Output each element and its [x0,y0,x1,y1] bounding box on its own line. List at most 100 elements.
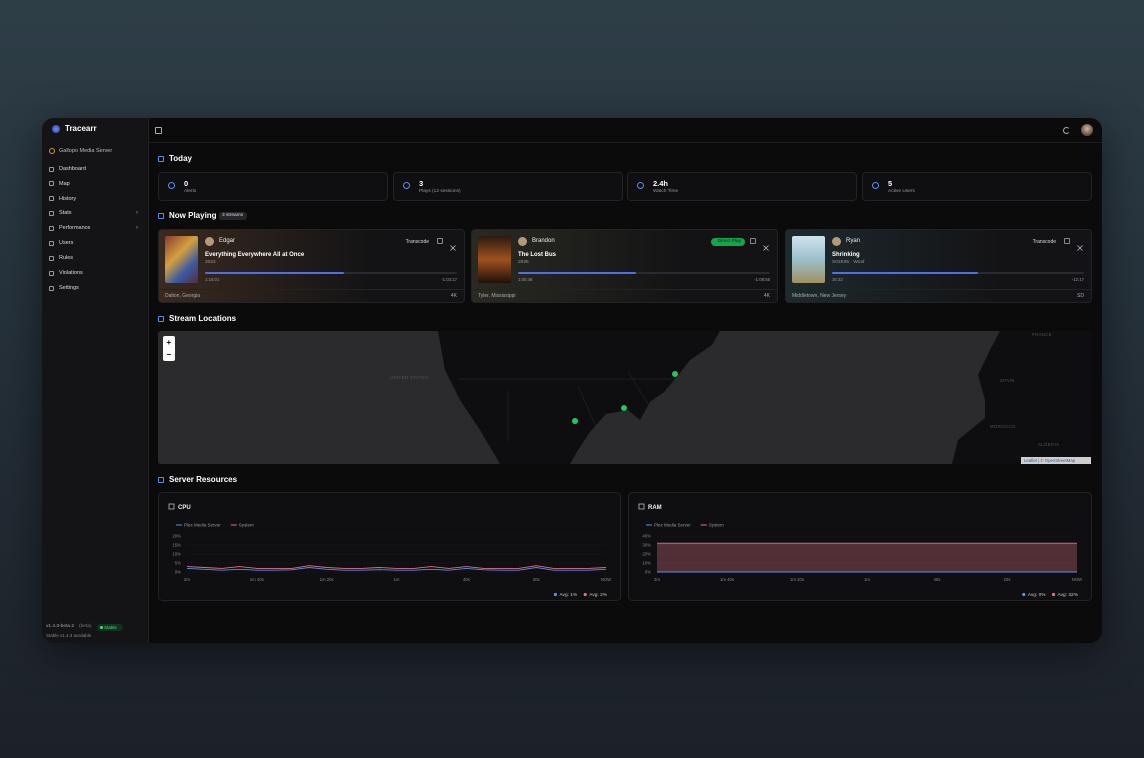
zoom-control [163,336,175,361]
nav-icon[interactable] [49,255,54,261]
media-subtitle: 2025 [518,260,529,266]
mode: Direct Play [717,238,741,244]
progress-bar [518,271,637,274]
y-tick-label: 0% [645,570,651,575]
avg-label: Avg: 32% [1058,592,1079,598]
nav-icon[interactable] [49,196,54,202]
x-tick-label: 1m [864,577,870,582]
progress-track [518,271,770,274]
y-tick-label: 0% [175,570,181,575]
close-x [1077,245,1083,251]
nav-icon[interactable] [49,166,54,172]
server-name: Gallopo Media Server [59,147,113,154]
today-icon [158,156,164,162]
update: Stable v1.4.3 available [46,633,92,639]
y-tick-label: 40% [642,534,651,539]
map[interactable] [158,331,1092,464]
y-tick-label: 20% [172,534,181,539]
stat-icon [872,182,879,189]
action-button[interactable] [437,238,443,244]
quality: 4K [763,293,770,299]
stat-value: 3 [419,178,424,188]
map-land [458,370,698,441]
action-button[interactable] [750,238,756,244]
card-divider [158,289,465,290]
card-divider [471,289,778,290]
stat-card [393,172,623,201]
user-name: Ryan [846,238,861,245]
mode-pill [711,237,745,246]
map-title: Stream Locations [169,314,237,324]
topbar-border [148,142,1102,143]
nav-item[interactable]: Users [59,240,74,247]
nav-icon[interactable] [49,270,54,276]
quality: 4K [450,293,457,299]
nav-icon[interactable] [49,241,54,246]
card-divider [785,289,1092,290]
x-tick-label: NOW [1072,577,1083,582]
stat-label: Plays (12 sessions) [419,189,461,195]
stat-value: 2.4h [653,178,669,188]
user-name: Edgar [219,238,236,245]
now-playing-icon [158,213,164,219]
nav-icon[interactable] [49,226,54,232]
nav-item[interactable]: Performance [59,225,91,232]
nav-item[interactable]: Dashboard [59,165,86,172]
action-button[interactable] [1064,238,1070,244]
quality: SD [1077,293,1084,299]
location: Tyler, Mississippi [478,293,516,299]
map-label: FRANCE [1032,332,1053,338]
x-tick-label: 1m [394,577,400,582]
map-land [1016,345,1042,373]
nav-item[interactable]: Stats [59,210,72,217]
mode: Transcode [1032,238,1056,245]
nav-item[interactable]: Map [59,180,70,187]
avg-dot [1022,592,1026,597]
status-badge [97,624,123,631]
remaining: -1:03:17 [441,276,457,282]
streams-badge-text: 3 streams [222,213,244,219]
resources-title: Server Resources [169,475,238,485]
progress-bar [205,271,344,274]
stream-marker [621,405,627,411]
chart-title: CPU [178,505,191,511]
close-button[interactable] [450,238,456,251]
media-title: The Lost Bus [518,251,557,258]
x-tick-label: 40s [463,577,470,582]
zoom-out[interactable]: − [166,350,172,360]
avg-dot [1051,592,1056,597]
nav-item[interactable]: Violations [59,270,83,276]
close-button[interactable] [763,238,769,251]
map-land [458,370,698,441]
stat-value: 0 [184,178,189,188]
poster [478,236,511,283]
nav-icon[interactable] [49,285,54,291]
area [657,543,1077,572]
sidebar-toggle[interactable] [155,127,162,134]
y-tick-label: 5% [175,561,181,566]
map-icon [158,316,164,322]
channel: (beta) [79,624,92,630]
x-tick-label: 40s [934,577,941,582]
nav-item[interactable]: Settings [59,284,79,291]
stat-icon [403,182,410,189]
nav-icon[interactable] [49,181,54,187]
avatar[interactable] [1081,124,1093,136]
poster [792,236,825,283]
y-tick-label: 10% [172,552,181,557]
user-avatar [832,237,841,246]
close-button[interactable] [1077,238,1083,251]
nav-item[interactable]: History [59,195,77,202]
avg-label: Avg: 1% [559,592,578,598]
stat-label: Watch Time [653,189,679,195]
logo [52,125,60,133]
nav-icon[interactable] [49,211,54,217]
map-label: UNITED STATES [390,375,429,381]
theme-toggle[interactable] [1063,127,1070,134]
stat-icon [168,182,175,189]
zoom-in[interactable]: + [166,338,172,348]
user-avatar [205,237,214,246]
status: Stable [104,624,117,630]
chevron: › [136,225,138,231]
nav-item[interactable]: Rules [59,255,74,262]
